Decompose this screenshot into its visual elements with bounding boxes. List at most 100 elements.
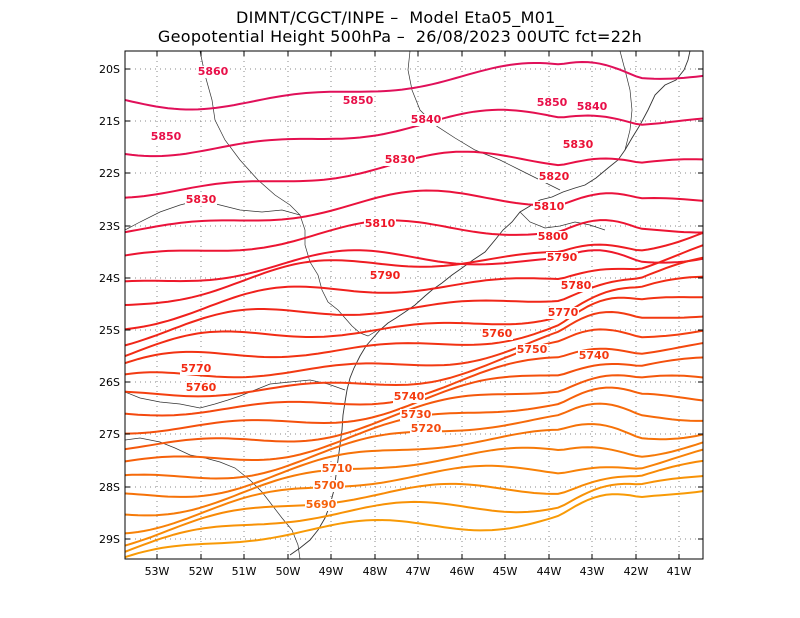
lat-tick-label: 27S: [99, 428, 120, 441]
contour-label-bg: [547, 307, 579, 319]
contour-label-bg: [533, 201, 565, 213]
contour-label: 5760: [186, 381, 217, 394]
contour-label: 5840: [577, 100, 608, 113]
lat-tick-label: 24S: [99, 272, 120, 285]
contour-labels: 5860 5850 5840 5850 5840 5850 5830 5830 5820 5830…: [150, 65, 610, 511]
lat-tick-label: 20S: [99, 63, 120, 76]
contour-label: 5740: [394, 390, 425, 403]
lon-tick-label: 52W: [189, 565, 214, 578]
isoline: [125, 328, 703, 398]
contour-label-bg: [481, 328, 513, 340]
contour-label-bg: [546, 252, 578, 264]
lon-tick-label: 50W: [276, 565, 301, 578]
contour-label-bg: [384, 154, 416, 166]
lon-tick-label: 49W: [319, 565, 344, 578]
contour-label: 5860: [198, 65, 229, 78]
state-border-5: [407, 51, 561, 191]
lon-tick-label: 42W: [624, 565, 649, 578]
contour-label: 5790: [370, 269, 401, 282]
isolines: [125, 60, 703, 559]
lon-tick-label: 46W: [450, 565, 475, 578]
lat-tick-label: 21S: [99, 115, 120, 128]
axis-ticks: 53W 52W 51W 50W 49W 48W 47W 46W 45W 44W 43W 42W 41W 2…: [99, 51, 703, 578]
contour-label-bg: [562, 139, 594, 151]
contour-label-bg: [538, 171, 570, 183]
lon-tick-label: 45W: [493, 565, 518, 578]
lat-tick-label: 29S: [99, 533, 120, 546]
isoline: [125, 244, 703, 331]
lon-tick-label: 51W: [232, 565, 257, 578]
contour-label-bg: [560, 280, 592, 292]
coastline-and-borders: [125, 51, 691, 559]
contour-label-bg: [364, 218, 396, 230]
contour-label: 5770: [548, 306, 579, 319]
state-border-7: [519, 211, 606, 231]
state-border-6: [619, 51, 633, 151]
state-border-3: [125, 437, 301, 559]
lon-tick-label: 47W: [406, 565, 431, 578]
isoline: [125, 448, 703, 535]
coastline: [289, 51, 691, 556]
contour-label: 5840: [411, 113, 442, 126]
contour-label-bg: [400, 409, 432, 421]
contour-label: 5750: [517, 343, 548, 356]
contour-label: 5830: [186, 193, 217, 206]
contour-label: 5720: [411, 422, 442, 435]
contour-label-bg: [393, 391, 425, 403]
isoline: [125, 60, 703, 111]
contour-label: 5850: [151, 130, 182, 143]
contour-label-bg: [536, 97, 568, 109]
lat-tick-label: 23S: [99, 220, 120, 233]
contour-label-bg: [185, 382, 217, 394]
contour-label: 5770: [181, 362, 212, 375]
isoline: [125, 275, 703, 358]
contour-label: 5830: [563, 138, 594, 151]
contour-label-bg: [197, 66, 229, 78]
contour-label: 5810: [534, 200, 565, 213]
contour-label-bg: [305, 499, 337, 511]
contour-label: 5760: [482, 327, 513, 340]
plot-frame: [124, 50, 704, 560]
contour-label-bg: [410, 114, 442, 126]
isoline: [125, 189, 703, 234]
chart-title-line1: DIMNT/CGCT/INPE – Model Eta05_M01_: [236, 8, 564, 27]
isoline: [125, 231, 703, 307]
contour-label-bg: [150, 131, 182, 143]
contour-label-bg: [410, 423, 442, 435]
contour-label-bg: [578, 350, 610, 362]
isoline: [125, 459, 703, 547]
isoline: [125, 219, 703, 257]
lat-tick-label: 26S: [99, 376, 120, 389]
isoline: [125, 108, 703, 158]
contour-label-bg: [369, 270, 401, 282]
state-border-4: [199, 51, 301, 216]
contour-label: 5790: [547, 251, 578, 264]
contour-label: 5810: [365, 217, 396, 230]
contour-label: 5850: [343, 94, 374, 107]
contour-label-bg: [516, 344, 548, 356]
isoline: [125, 374, 703, 451]
contour-label-bg: [321, 463, 353, 475]
lon-tick-label: 53W: [145, 565, 170, 578]
contour-label-bg: [576, 101, 608, 113]
contour-label: 5740: [579, 349, 610, 362]
contour-label-bg: [342, 95, 374, 107]
isoline: [125, 423, 703, 498]
isoline: [125, 249, 703, 283]
isoline: [125, 310, 703, 379]
contour-label: 5850: [537, 96, 568, 109]
lon-tick-label: 41W: [667, 565, 692, 578]
contour-label: 5800: [538, 230, 569, 243]
contour-label: 5700: [314, 479, 345, 492]
contour-label-bg: [185, 194, 217, 206]
contour-label-bg: [537, 231, 569, 243]
isoline: [125, 256, 703, 347]
isoline: [125, 441, 703, 517]
lat-tick-label: 25S: [99, 324, 120, 337]
contour-label: 5830: [385, 153, 416, 166]
lon-tick-label: 48W: [363, 565, 388, 578]
lat-tick-label: 28S: [99, 481, 120, 494]
contour-label-bg: [313, 480, 345, 492]
isoline: [125, 475, 703, 553]
